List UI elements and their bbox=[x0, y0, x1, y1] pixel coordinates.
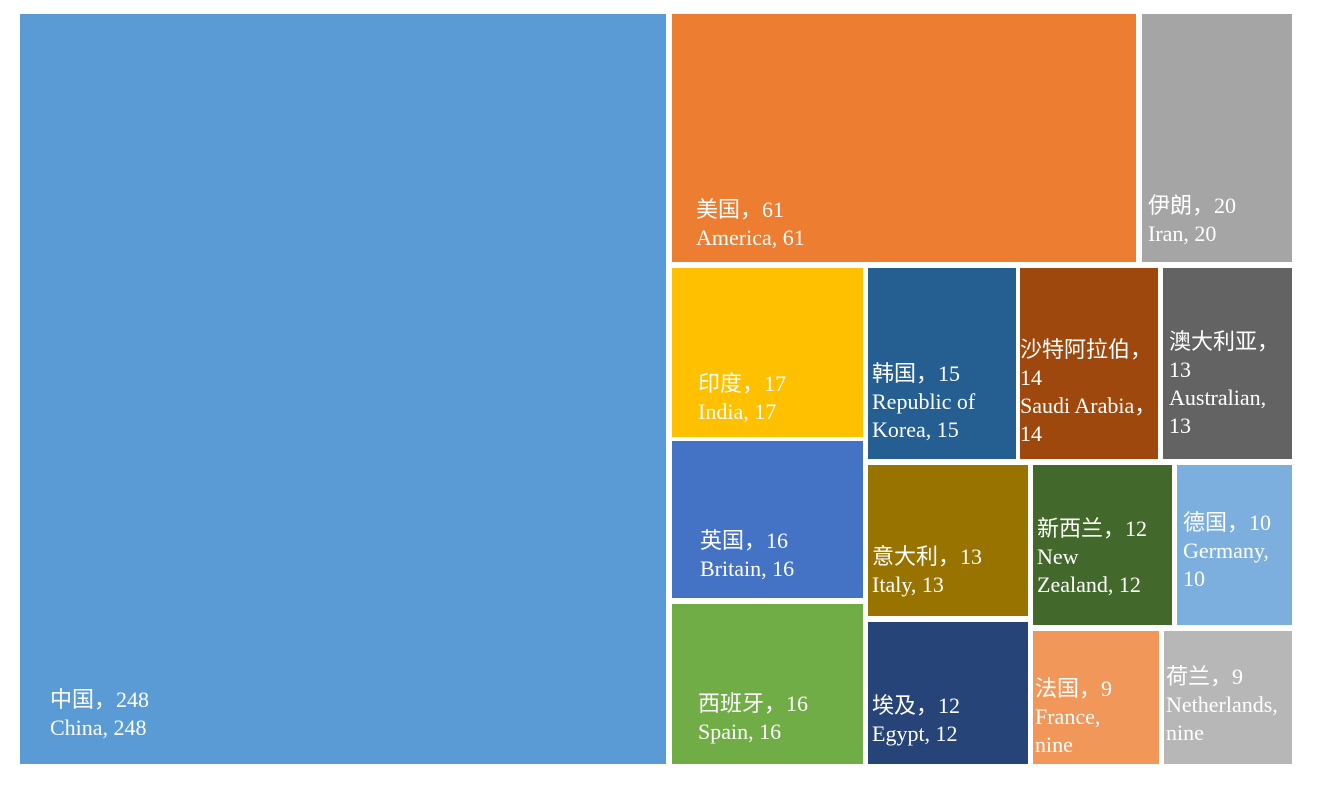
treemap-tile: 意大利，13 Italy, 13 bbox=[868, 465, 1028, 616]
tile-label: 沙特阿拉伯， 14 Saudi Arabia， 14 bbox=[1020, 337, 1157, 446]
treemap-tile: 伊朗，20 Iran, 20 bbox=[1142, 14, 1292, 262]
tile-label: 荷兰，9 Netherlands, nine bbox=[1166, 664, 1278, 745]
tile-label: 埃及，12 Egypt, 12 bbox=[872, 693, 961, 746]
tile-label: 法国，9 France, nine bbox=[1035, 676, 1113, 757]
treemap-tile: 英国，16 Britain, 16 bbox=[672, 441, 863, 598]
treemap-tile: 荷兰，9 Netherlands, nine bbox=[1164, 631, 1292, 764]
treemap-tile: 埃及，12 Egypt, 12 bbox=[868, 622, 1028, 764]
tile-label: 印度，17 India, 17 bbox=[698, 371, 787, 424]
tile-label: 德国，10 Germany, 10 bbox=[1183, 510, 1272, 591]
tile-label: 意大利，13 Italy, 13 bbox=[872, 544, 983, 597]
tile-label: 澳大利亚， 13 Australian, 13 bbox=[1169, 329, 1280, 438]
tile-label: 伊朗，20 Iran, 20 bbox=[1148, 193, 1237, 246]
treemap-tile: 印度，17 India, 17 bbox=[672, 268, 863, 437]
treemap-tile: 法国，9 France, nine bbox=[1033, 631, 1159, 764]
treemap-tile: 韩国，15 Republic of Korea, 15 bbox=[868, 268, 1016, 459]
treemap-tile: 德国，10 Germany, 10 bbox=[1177, 465, 1292, 625]
tile-label: 中国，248 China, 248 bbox=[50, 687, 150, 740]
treemap-tile: 美国，61 America, 61 bbox=[672, 14, 1136, 262]
tile-label: 西班牙，16 Spain, 16 bbox=[698, 691, 809, 744]
treemap-tile: 澳大利亚， 13 Australian, 13 bbox=[1163, 268, 1292, 459]
tile-label: 韩国，15 Republic of Korea, 15 bbox=[872, 361, 976, 442]
tile-label: 英国，16 Britain, 16 bbox=[700, 528, 795, 581]
treemap-tile: 中国，248 China, 248 bbox=[20, 14, 666, 764]
treemap-tile: 新西兰，12 New Zealand, 12 bbox=[1033, 465, 1172, 625]
treemap-tile: 西班牙，16 Spain, 16 bbox=[672, 604, 863, 764]
tile-label: 新西兰，12 New Zealand, 12 bbox=[1037, 516, 1148, 597]
treemap-tile: 沙特阿拉伯， 14 Saudi Arabia， 14 bbox=[1020, 268, 1158, 459]
tile-label: 美国，61 America, 61 bbox=[696, 197, 805, 250]
